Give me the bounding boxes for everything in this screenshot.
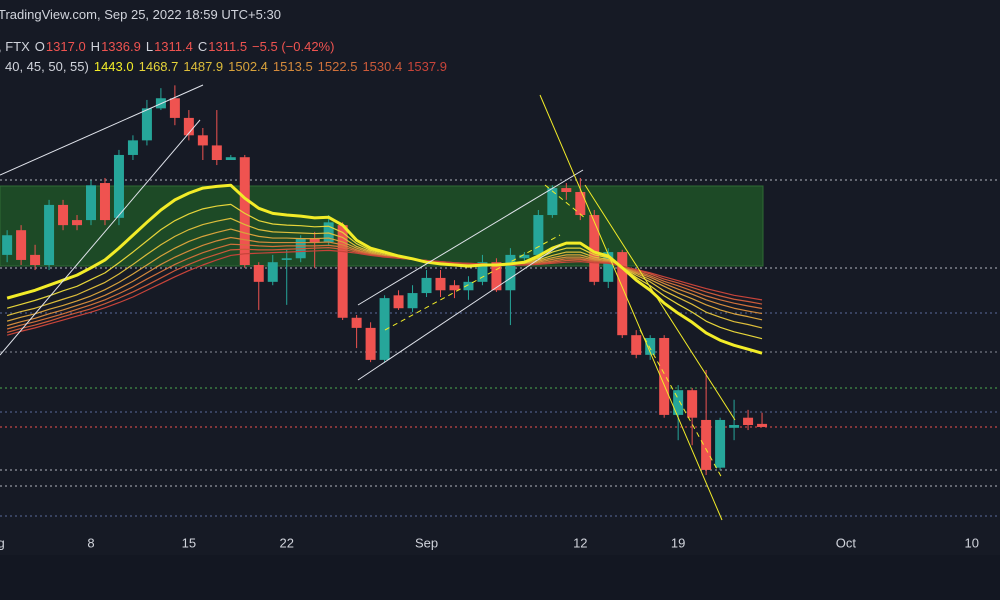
ohlc-letter: O (34, 39, 45, 54)
ema-value: 1530.4 (362, 59, 403, 74)
ema-params: 40, 45, 50, 55) (5, 59, 89, 74)
candle-body (225, 157, 236, 161)
candle-body (715, 419, 726, 468)
candle-body (197, 135, 208, 146)
candle-body (673, 390, 684, 415)
x-tick-label: Aug (0, 535, 5, 550)
candle-body (701, 419, 712, 470)
change: −5.5 (−0.42%) (252, 39, 335, 54)
ohlc-letter: H (90, 39, 101, 54)
candle-body (267, 262, 278, 282)
candle-body (659, 337, 670, 415)
candle-body (743, 417, 754, 426)
candle-body (169, 98, 180, 118)
candle-body (239, 157, 250, 265)
ema-value: 1468.7 (138, 59, 179, 74)
candle-body (16, 230, 27, 260)
x-tick-label: 15 (182, 535, 196, 550)
ema-line (6, 249, 763, 336)
candle-body (603, 252, 614, 282)
candle-body (365, 327, 376, 360)
ohlc-value: 1311.5 (208, 39, 248, 54)
candle-body (337, 225, 348, 318)
candle-body (407, 293, 418, 309)
candle-body (323, 222, 334, 242)
ohlc-value: 1317.0 (45, 39, 86, 54)
ema-value: 1443.0 (93, 59, 134, 74)
candle-body (58, 204, 69, 226)
symbol: , FTX (0, 39, 30, 54)
candle-body (631, 335, 642, 355)
drawings (0, 84, 736, 521)
candle-body (533, 215, 544, 255)
candle-body (477, 262, 488, 282)
x-tick-label: 19 (671, 535, 685, 550)
candle-body (281, 258, 292, 260)
ohlc-value: 1336.9 (101, 39, 141, 54)
candle-body (757, 423, 768, 427)
candle-body (589, 215, 600, 282)
candle-body (183, 117, 194, 136)
bottom-bar (0, 555, 1000, 600)
x-tick-label: 12 (573, 535, 587, 550)
candle-body (519, 254, 530, 259)
candle-body (253, 265, 264, 282)
candle-body (113, 154, 124, 218)
candle-body (309, 238, 320, 242)
status-line: , FTX O 1317.0 H 1336.9 L 1311.4 C 1311.5 −5.5 (−… (0, 39, 334, 54)
ema-value: 1487.9 (183, 59, 224, 74)
ema-value: 1502.4 (228, 59, 268, 74)
candle-body (141, 108, 152, 141)
candles (2, 85, 768, 475)
candle-body (645, 337, 656, 355)
ohlc-value: 1311.4 (154, 39, 193, 54)
x-tick-label: 8 (87, 535, 94, 550)
x-axis: Aug 8 15 22 Sep 12 19 Oct 10 (0, 535, 979, 550)
candle-body (421, 277, 432, 294)
candle-body (435, 277, 446, 291)
candle-body (561, 188, 572, 193)
candle-body (393, 295, 404, 309)
source: TradingView.com, Sep 25, 2022 18:59 UTC+… (0, 7, 281, 22)
ema-value: 1513.5 (272, 59, 313, 74)
candle-body (2, 235, 13, 255)
ohlc-letter: L (145, 39, 154, 54)
candle-body (463, 281, 474, 291)
candle-body (211, 145, 222, 161)
candle-body (99, 183, 110, 221)
x-tick-label: 22 (279, 535, 293, 550)
candle-body (617, 252, 628, 336)
candle-body (505, 254, 516, 291)
candle-body (127, 140, 138, 155)
ema-value: 1537.9 (407, 59, 447, 74)
candle-body (547, 188, 558, 216)
candle-body (351, 317, 362, 328)
candle-body (687, 390, 698, 418)
ema-value: 1522.5 (317, 59, 358, 74)
candle-body (729, 425, 740, 428)
ema-status-line: 40, 45, 50, 55) 1443.0 1468.7 1487.9 1502.4 1… (5, 59, 447, 74)
candle-body (72, 220, 83, 226)
x-tick-label: Sep (415, 535, 438, 550)
ohlc-letter: C (197, 39, 208, 54)
header-line: TradingView.com, Sep 25, 2022 18:59 UTC+… (0, 7, 281, 22)
x-tick-label: 10 (965, 535, 979, 550)
candle-body (44, 204, 55, 265)
candle-body (86, 185, 96, 221)
candle-body (491, 262, 502, 291)
ema-line (6, 217, 763, 329)
ema-line (6, 183, 763, 355)
candle-body (449, 285, 460, 291)
candle-body (379, 298, 390, 360)
candle-body (30, 254, 41, 265)
x-tick-label: Oct (836, 535, 857, 550)
ema-ribbon (6, 183, 763, 355)
candle-body (575, 192, 586, 216)
